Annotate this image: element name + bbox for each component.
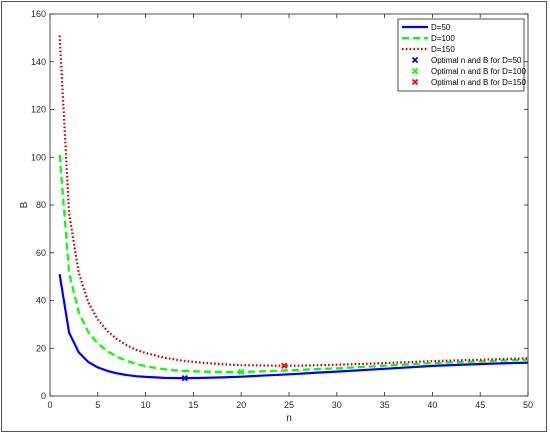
y-tick-label: 120 — [31, 105, 46, 115]
x-tick-label: 45 — [475, 400, 485, 410]
optimal-marker-2 — [238, 368, 245, 376]
optimal-markers — [181, 362, 288, 382]
series-line-2 — [58, 154, 529, 373]
optimal-marker-1 — [181, 374, 188, 382]
legend: D=50 D=100 D=150 Optimal n and B for D=50 Op… — [397, 18, 526, 92]
x-tick-label: 30 — [332, 400, 342, 410]
y-tick-label: 60 — [36, 248, 46, 258]
y-tick-label: 0 — [41, 391, 46, 401]
legend-label: Optimal n and B for D=50 — [431, 56, 522, 65]
legend-label: Optimal n and B for D=150 — [431, 78, 526, 87]
legend-box — [397, 18, 525, 92]
legend-label: D=100 — [431, 34, 455, 43]
x-tick-label: 50 — [523, 400, 533, 410]
y-tick-label: 20 — [36, 343, 46, 353]
y-axis-label: B — [19, 201, 30, 208]
series-line-3 — [58, 35, 529, 367]
x-tick-label: 5 — [95, 400, 100, 410]
y-tick-label: 80 — [36, 200, 46, 210]
series-lines — [58, 35, 529, 380]
legend-label: Optimal n and B for D=100 — [431, 67, 526, 76]
optimal-marker-3 — [281, 362, 288, 369]
x-axis-label: n — [286, 413, 292, 424]
legend-marker-3 — [411, 78, 419, 86]
x-tick-label: 35 — [380, 400, 390, 410]
y-tick-label: 160 — [31, 9, 46, 19]
series-line-1 — [58, 274, 529, 380]
legend-label: D=150 — [431, 45, 455, 54]
y-tick-label: 40 — [36, 296, 46, 306]
x-tick-label: 10 — [141, 400, 151, 410]
legend-marker-1 — [411, 56, 419, 64]
y-tick-label: 140 — [31, 57, 46, 67]
legend-label: D=50 — [431, 23, 451, 32]
x-tick-label: 0 — [47, 400, 52, 410]
y-tick-label: 100 — [31, 152, 46, 162]
x-tick-label: 40 — [427, 400, 437, 410]
legend-marker-2 — [411, 67, 419, 75]
y-axis: 0 20 40 60 80 100 120 140 160 — [31, 9, 528, 401]
figure-frame: 0 5 10 15 20 25 30 35 40 45 50 0 20 40 60 80 100 120 140 1… — [1, 1, 547, 432]
x-tick-label: 25 — [284, 400, 294, 410]
x-axis: 0 5 10 15 20 25 30 35 40 45 50 — [47, 14, 533, 410]
x-tick-label: 20 — [236, 400, 246, 410]
x-tick-label: 15 — [188, 400, 198, 410]
